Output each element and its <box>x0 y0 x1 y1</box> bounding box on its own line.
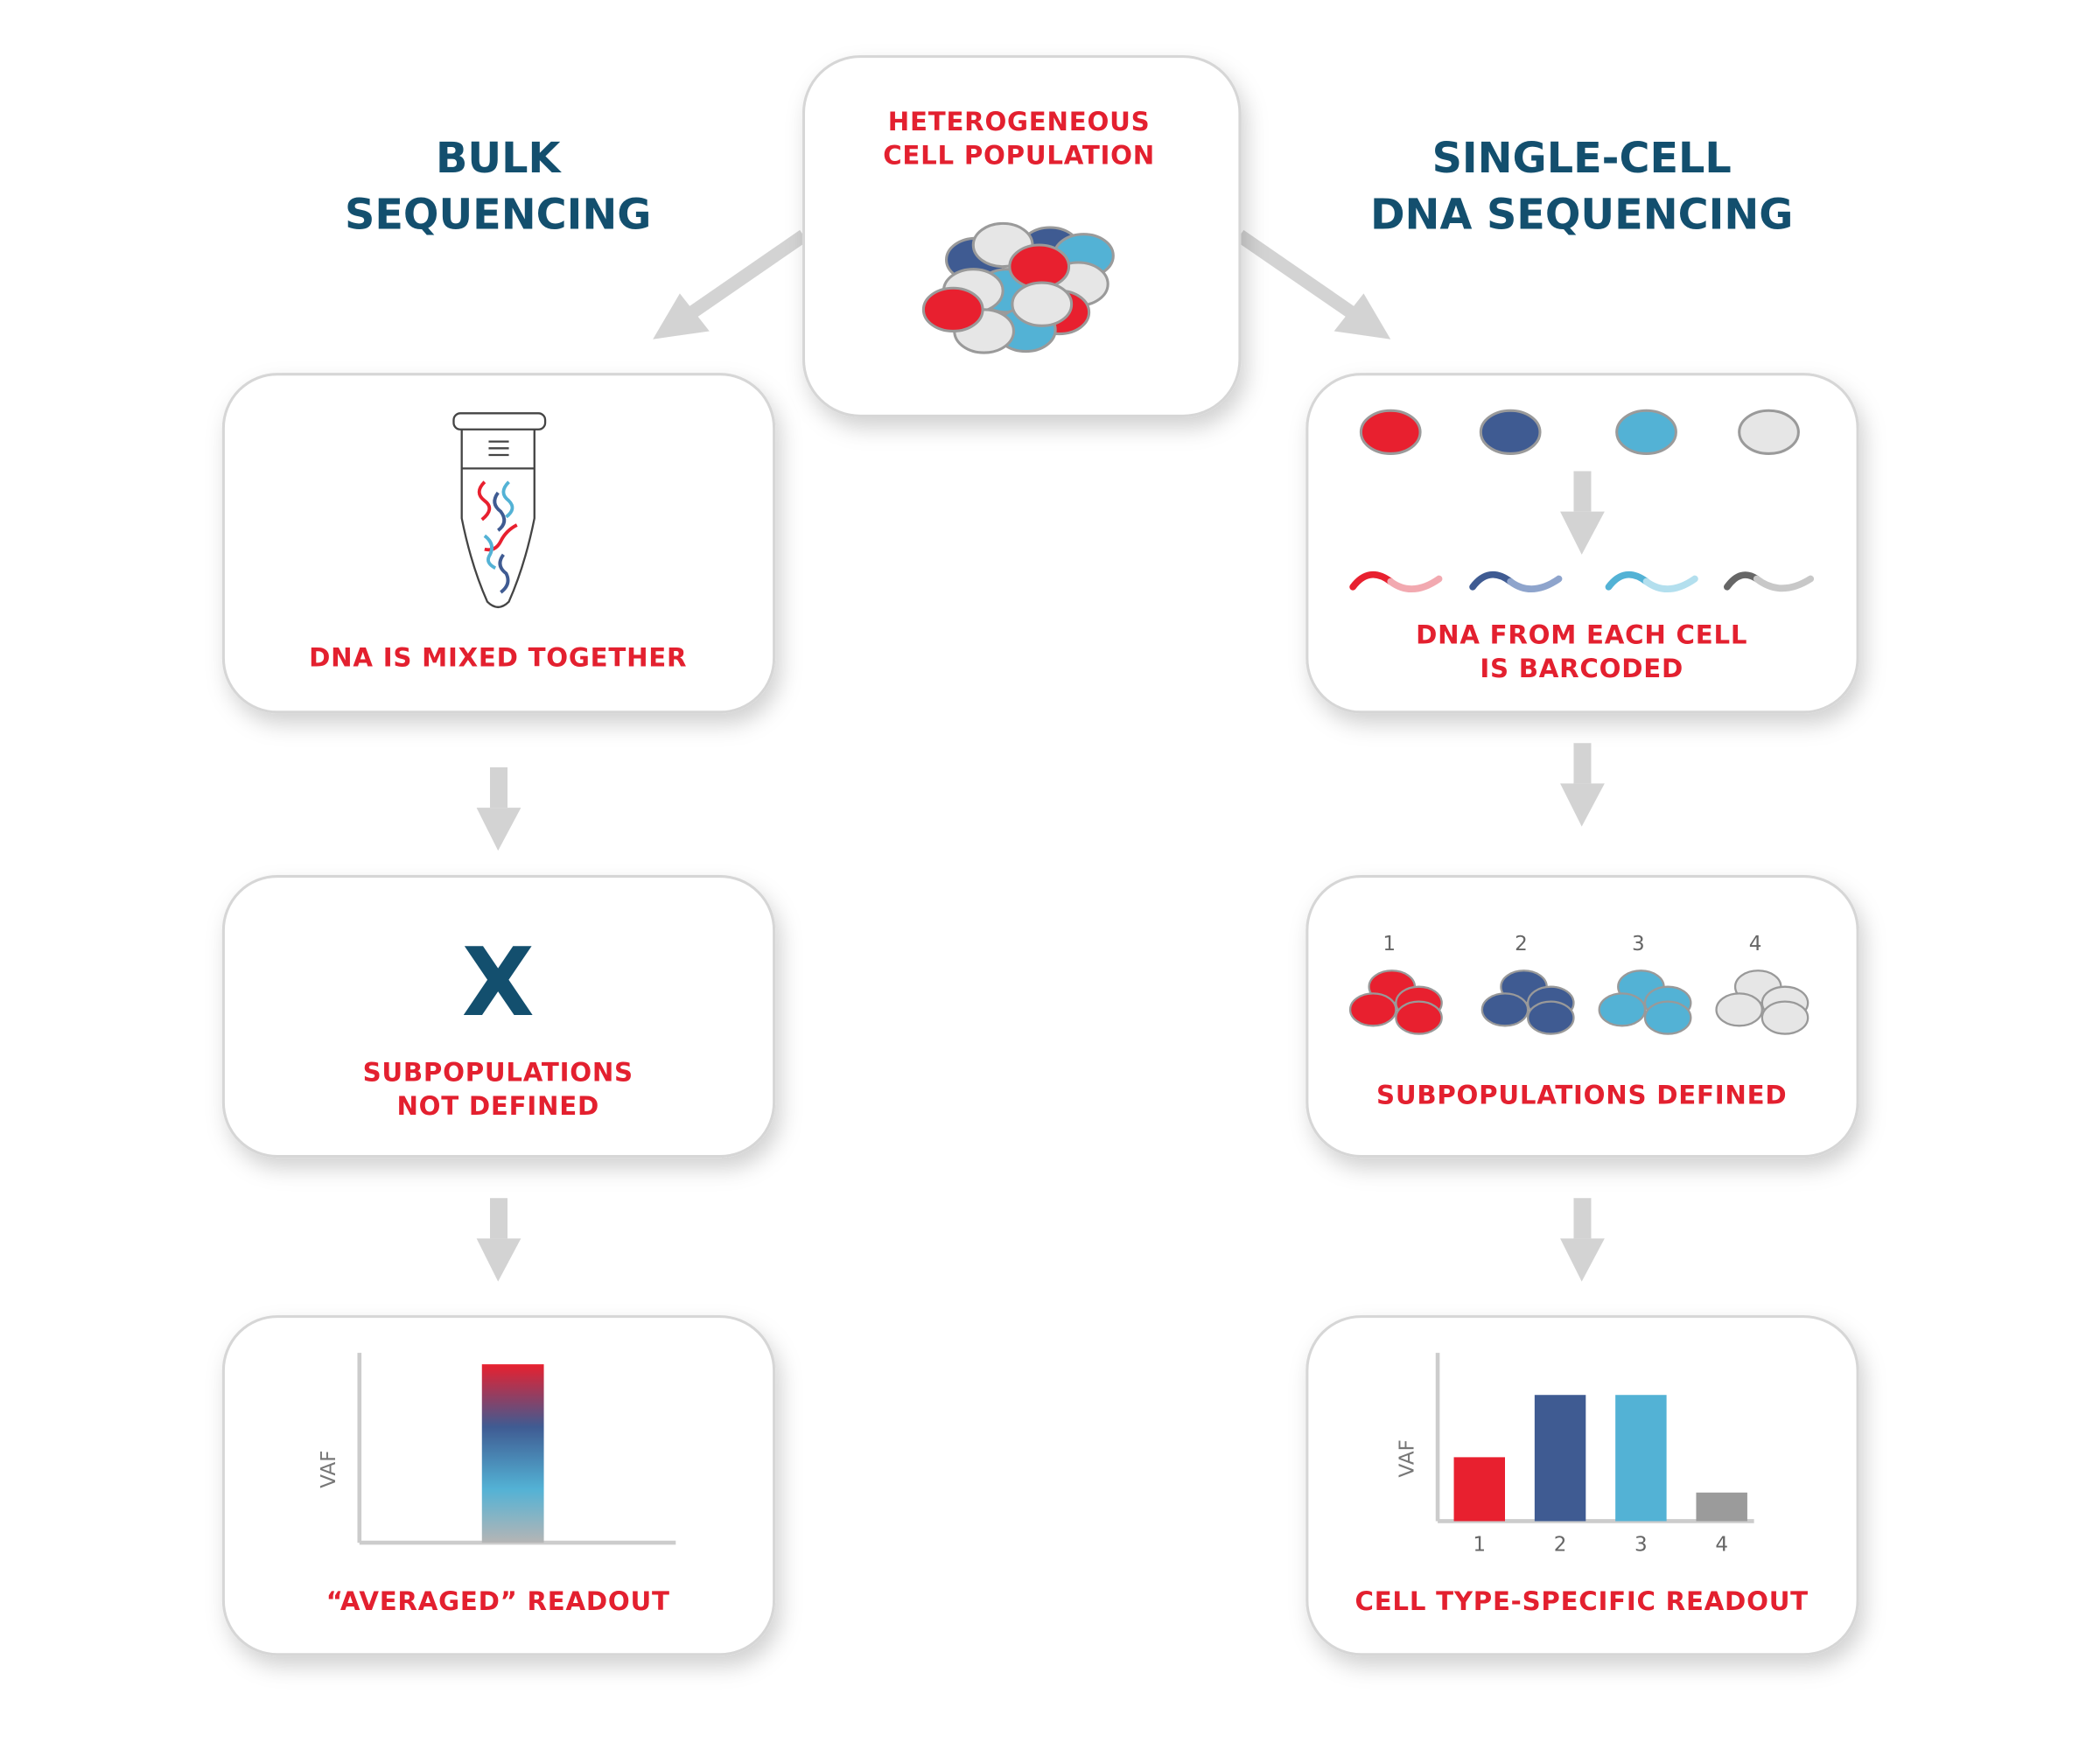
bulk-not-defined-box: X SUBPOPULATIONS NOT DEFINED <box>221 875 776 1158</box>
group-number: 3 <box>1632 933 1645 956</box>
single-title-line1: SINGLE-CELL <box>1432 135 1732 183</box>
bar <box>481 1364 544 1544</box>
single-readout-label: CELL TYPE-SPECIFIC READOUT <box>1354 1586 1808 1616</box>
arrow-down <box>476 1198 522 1282</box>
barcoded-dna-icons <box>1349 570 1815 592</box>
bulk-mixed-label: DNA IS MIXED TOGETHER <box>309 643 687 673</box>
x-mark-icon: X <box>462 928 535 1038</box>
cell <box>1760 1000 1810 1035</box>
cell <box>1348 992 1397 1027</box>
cell <box>1715 992 1764 1027</box>
bar <box>1615 1395 1667 1522</box>
bulk-readout-label: “AVERAGED” READOUT <box>326 1586 670 1616</box>
bulk-vaf-chart: VAF <box>318 1353 676 1545</box>
test-tube-icon <box>452 412 547 608</box>
x-tick-label: 3 <box>1634 1533 1648 1556</box>
cell <box>1395 1000 1443 1035</box>
cell <box>1643 1000 1692 1035</box>
subpopulation-groups: 1 2 3 4 <box>1348 933 1810 1035</box>
center-label-line2: CELL POPULATION <box>883 141 1155 171</box>
barcoded-label-line2: IS BARCODED <box>1480 654 1684 683</box>
bulk-not-defined-line1: SUBPOPULATIONS <box>363 1057 634 1087</box>
cell <box>1480 992 1530 1027</box>
group-number: 1 <box>1382 933 1396 956</box>
arrow-to-bulk <box>653 229 808 340</box>
bar <box>1534 1395 1586 1522</box>
x-tick-label: 4 <box>1715 1533 1728 1556</box>
bar <box>1453 1457 1505 1522</box>
single-title-line2: DNA SEQUENCING <box>1370 192 1793 240</box>
arrow-to-single <box>1236 229 1391 340</box>
bulk-title-line2: SEQUENCING <box>345 192 651 240</box>
barcoded-label-line1: DNA FROM EACH CELL <box>1416 620 1747 649</box>
x-tick-label: 2 <box>1554 1533 1567 1556</box>
y-axis-label: VAF <box>1396 1439 1418 1477</box>
bulk-readout-box: VAF “AVERAGED” READOUT <box>221 1315 776 1656</box>
group-number: 4 <box>1749 933 1762 956</box>
x-tick-label: 1 <box>1473 1533 1486 1556</box>
y-axis-label: VAF <box>318 1450 340 1488</box>
bulk-not-defined-line2: NOT DEFINED <box>396 1091 599 1121</box>
cell <box>1527 1000 1575 1035</box>
single-readout-box: VAF 1 2 3 4 CELL TYPE-SPECIFIC READOUT <box>1306 1315 1859 1656</box>
single-barcoded-box: DNA FROM EACH CELL IS BARCODED <box>1306 373 1859 714</box>
defined-label: SUBPOPULATIONS DEFINED <box>1376 1081 1787 1110</box>
arrow-down <box>1560 1198 1605 1282</box>
arrow-down <box>1560 743 1605 827</box>
group-number: 2 <box>1515 933 1528 956</box>
single-defined-box: 1 2 3 4 SUBPOPULATIONS DEFINED <box>1306 875 1859 1158</box>
arrow-down <box>476 766 522 851</box>
center-box: HETEROGENEOUS CELL POPULATION <box>802 55 1242 417</box>
bar <box>1696 1492 1747 1522</box>
center-label-line1: HETEROGENEOUS <box>888 107 1151 136</box>
cell <box>1598 992 1647 1027</box>
arrow-down <box>1560 471 1605 555</box>
single-vaf-chart: VAF 1 2 3 4 <box>1396 1353 1754 1556</box>
bulk-mixed-box: DNA IS MIXED TOGETHER <box>221 373 776 714</box>
bulk-title-line1: BULK <box>436 135 562 183</box>
